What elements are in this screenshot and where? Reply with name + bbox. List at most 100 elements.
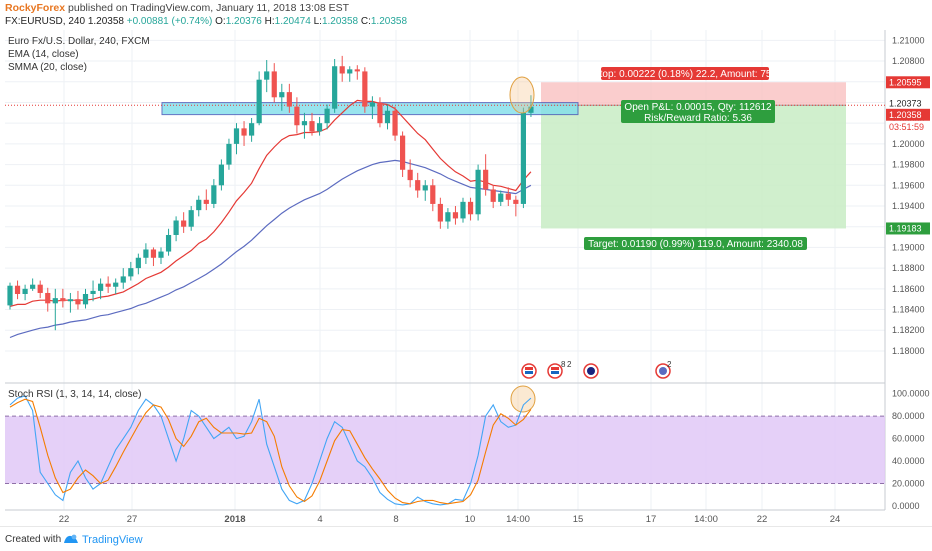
candle-body-40 [309,121,315,132]
candle-body-22 [173,220,179,235]
stoch-highlight-ellipse [510,385,536,413]
candle-body-16 [128,268,134,277]
candle-body-43 [332,66,338,109]
stop-price-tag-bg [886,76,930,89]
ohlc-low-label: L: [313,16,322,27]
time-tick-5: 10 [465,514,476,525]
time-tick-6: 14:00 [506,514,530,525]
candle-body-13 [105,283,111,287]
chart-canvas[interactable]: Stop: 0.00222 (0.18%) 22.2, Amount: 750 O… [0,0,932,526]
stop-zone [541,82,846,106]
price-change: +0.00881 (+0.74%) [126,16,213,27]
price-highlight-ellipse [509,76,535,114]
ohlc-close-label: C: [360,16,371,27]
time-tick-0: 22 [59,514,70,525]
tradingview-logo-icon[interactable] [62,532,80,546]
candle-body-52 [400,135,406,170]
us-flag-icon-2-stripe-a [551,367,559,370]
candle-body-35 [271,71,277,98]
candle-body-55 [422,185,428,191]
candle-body-26 [203,199,209,204]
legend-ema[interactable]: EMA (14, close) [8,49,79,60]
candle-body-42 [324,108,330,124]
time-tick-7: 15 [573,514,584,525]
price-axis[interactable]: 1.210001.208001.206001.204001.202001.200… [59,35,930,525]
candle-body-24 [188,210,194,227]
ohlc-high: 1.20474 [274,16,311,27]
stoch-tick-2: 60.0000 [892,434,925,444]
stoch-d-path [9,398,532,505]
author-name[interactable]: RockyForex [5,2,66,14]
last-price-tag: 1.20358 [889,110,922,120]
candle-body-28 [218,164,224,186]
stop-price-tag: 1.20595 [889,77,922,87]
target-label-bg [584,237,807,250]
footer-created: Created with [5,534,62,545]
ohlc-close: 1.20358 [370,16,408,27]
footer: Created with TradingView [0,526,932,551]
ohlc-open: 1.20376 [225,16,262,27]
stoch-band [5,416,885,484]
candle-body-51 [392,110,398,136]
pnl-label-text-1: Risk/Reward Ratio: 5.36 [644,113,752,124]
candle-body-27 [211,185,217,204]
us-flag-icon-1-stripe-b [525,371,533,374]
candle-body-6 [52,298,58,304]
candle-body-63 [483,169,489,190]
us-flag-icon-2-stripe-b [551,371,559,374]
time-tick-1: 27 [127,514,138,525]
target-zone [541,105,846,229]
candle-body-38 [294,106,300,126]
candle-body-25 [196,199,202,211]
footer-brand[interactable]: TradingView [82,534,143,546]
price-tick-5: 1.20000 [892,139,925,149]
ohlc-open-label: O: [215,16,226,27]
publish-info: published on TradingView.com, January 11… [68,2,349,14]
price-tick-14: 1.18200 [892,325,925,335]
candle-body-62 [475,169,481,215]
candle-body-4 [37,284,43,293]
time-tick-11: 24 [830,514,841,525]
candle-body-41 [316,123,323,132]
candle-body-60 [460,201,466,219]
last-price: 1.20358 [87,16,124,27]
legend-stoch[interactable]: Stoch RSI (1, 3, 14, 14, close) [8,389,141,400]
candles [7,55,534,331]
candle-body-59 [452,212,459,219]
candle-body-65 [498,193,504,202]
candle-body-8 [67,299,73,302]
candle-body-19 [150,249,157,258]
price-tick-8: 1.19400 [892,201,925,211]
candle-body-10 [82,294,89,305]
ohlc-high-label: H: [264,16,275,27]
candle-body-37 [286,92,292,107]
price-tick-1: 1.20800 [892,56,925,66]
time-tick-9: 14:00 [694,514,718,525]
candle-body-29 [226,143,232,165]
candle-body-54 [415,180,421,191]
candle-body-1 [14,285,21,294]
chart-header: RockyForex published on TradingView.com,… [0,0,932,30]
time-tick-8: 17 [646,514,657,525]
candle-body-34 [264,71,270,80]
candle-body-12 [98,283,104,291]
legend-smma[interactable]: SMMA (20, close) [8,62,87,73]
candle-body-20 [158,251,164,258]
candle-body-39 [301,121,308,126]
ohlc-low: 1.20358 [321,16,359,27]
time-tick-10: 22 [757,514,768,525]
stoch-k-path [9,395,532,506]
symbol-label[interactable]: FX:EURUSD, 240 [5,16,86,27]
candle-body-31 [241,128,247,136]
candle-body-61 [467,201,474,215]
eu-flag-icon [587,367,595,375]
candle-body-46 [354,69,360,72]
stoch-tick-0: 100.0000 [892,389,930,399]
candle-body-56 [430,185,436,204]
us-flag-icon-3 [659,367,667,375]
candle-body-14 [113,282,119,287]
candle-body-18 [143,249,149,258]
candle-body-30 [233,128,240,144]
ema-line [9,99,532,307]
